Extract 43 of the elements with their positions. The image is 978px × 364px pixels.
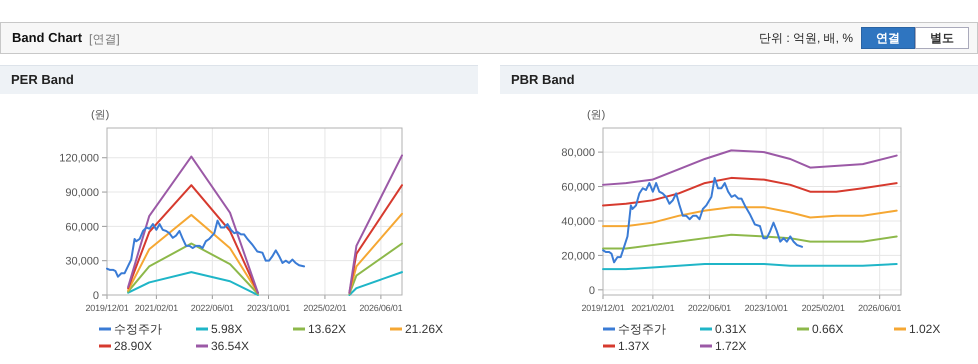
- y-tick-label: 120,000: [59, 152, 99, 165]
- legend-label: 13.62X: [308, 322, 346, 336]
- x-tick-label: 2026/06/01: [359, 303, 403, 313]
- chart-title: PBR Band: [500, 65, 978, 94]
- x-tick-label: 2019/12/01: [581, 303, 625, 313]
- y-tick-label: 30,000: [65, 256, 99, 268]
- x-tick-label: 2022/06/01: [688, 303, 732, 313]
- legend-label: 5.98X: [211, 322, 242, 336]
- legend-label: 1.02X: [909, 322, 940, 336]
- y-tick-label: 0: [588, 284, 595, 297]
- x-tick-label: 2025/02/01: [303, 303, 347, 313]
- legend-label: 수정주가: [618, 322, 666, 336]
- x-tick-label: 2021/02/01: [134, 303, 178, 313]
- legend-label: 0.31X: [715, 322, 746, 336]
- x-tick-label: 2023/10/01: [744, 303, 788, 313]
- legend-label: 36.54X: [211, 339, 250, 353]
- text: Band Chart: [12, 30, 82, 45]
- text: 별도: [915, 27, 969, 49]
- x-tick-label: 2019/12/01: [85, 303, 129, 313]
- legend-label: 수정주가: [114, 322, 162, 336]
- y-tick-label: 40,000: [561, 216, 595, 228]
- x-tick-label: 2023/10/01: [246, 303, 290, 313]
- chart-title: PER Band: [0, 65, 478, 94]
- y-tick-label: 80,000: [561, 147, 595, 160]
- legend-label: 1.72X: [715, 339, 746, 353]
- legend-label: 1.37X: [618, 339, 650, 353]
- x-tick-label: 2025/02/01: [802, 303, 845, 313]
- y-tick-label: 0: [92, 290, 99, 302]
- text: 연결: [861, 27, 915, 49]
- legend-label: 21.26X: [405, 322, 444, 336]
- y-axis-title: (원): [587, 109, 606, 121]
- x-tick-label: 2022/06/01: [190, 303, 234, 313]
- y-axis-title: (원): [91, 109, 110, 121]
- legend-label: 0.66X: [812, 322, 844, 336]
- legend-label: 28.90X: [114, 339, 152, 353]
- x-tick-label: 2026/06/01: [858, 303, 902, 313]
- x-tick-label: 2021/02/01: [631, 303, 675, 313]
- y-tick-label: 60,000: [561, 182, 595, 194]
- text: [연결]: [89, 31, 120, 48]
- text: 단위 : 억원, 배, %: [758, 30, 853, 44]
- y-tick-label: 20,000: [561, 250, 595, 262]
- y-tick-label: 90,000: [65, 187, 99, 200]
- y-tick-label: 60,000: [65, 221, 99, 234]
